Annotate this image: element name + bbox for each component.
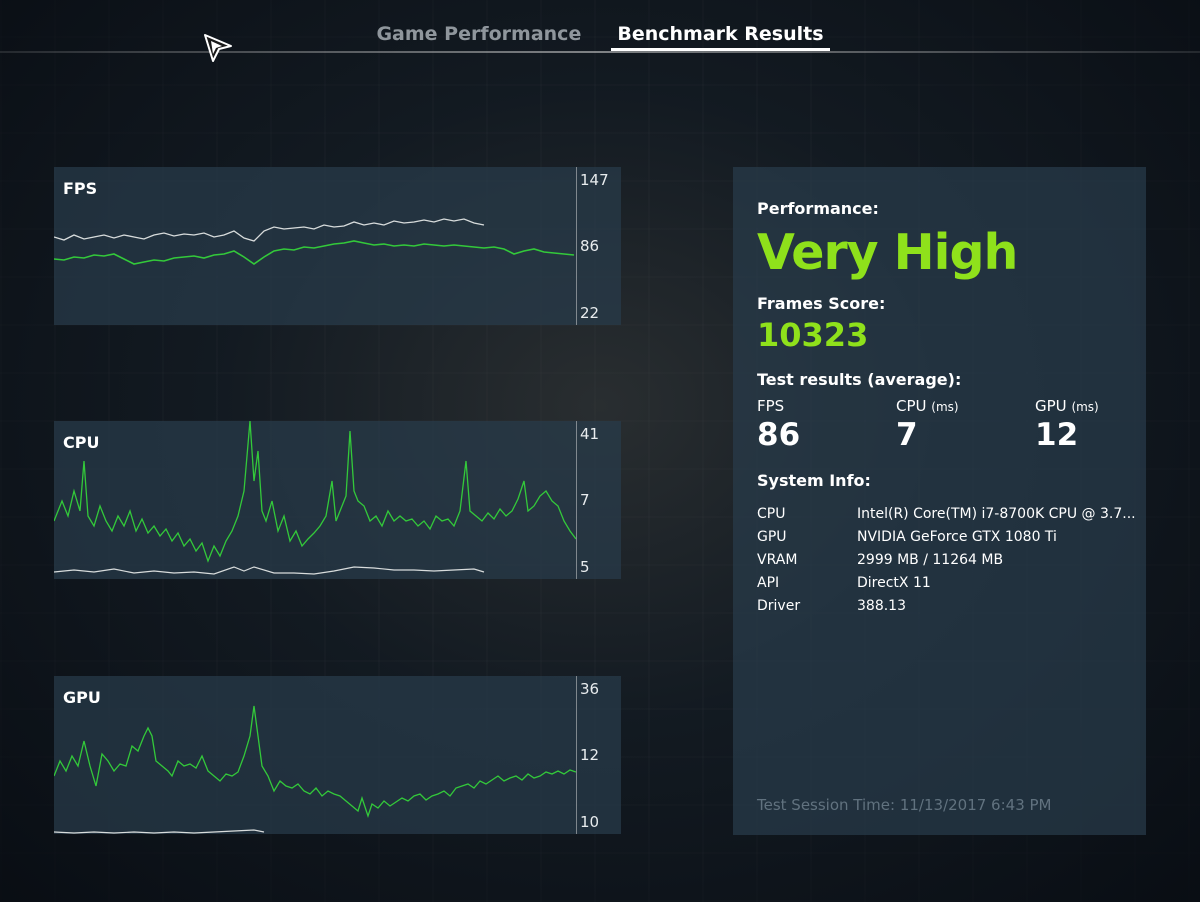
fps-tick-max: 147 (580, 171, 609, 189)
cpu-result-label: CPU (896, 397, 927, 415)
system-info-row-gpu: GPU NVIDIA GeForce GTX 1080 Ti (757, 526, 1136, 549)
gpu-result-unit: (ms) (1071, 400, 1099, 414)
fps-series-white (54, 218, 485, 242)
system-info-row-cpu: CPU Intel(R) Core(TM) i7-8700K CPU @ 3.7.… (757, 503, 1136, 526)
fps-result-label: FPS (757, 397, 785, 415)
system-info-row-driver: Driver 388.13 (757, 595, 1136, 618)
system-info-row-api: API DirectX 11 (757, 572, 1136, 595)
gpu-chart (54, 705, 576, 834)
system-info-value: Intel(R) Core(TM) i7-8700K CPU @ 3.7... (857, 506, 1136, 522)
arrow-cursor-icon (204, 34, 232, 62)
session-time: Test Session Time: 11/13/2017 6:43 PM (757, 796, 1052, 814)
gpu-plot (54, 676, 576, 834)
tab-game-performance[interactable]: Game Performance (376, 23, 582, 45)
frames-score-label: Frames Score: (757, 294, 886, 313)
tab-benchmark-results[interactable]: Benchmark Results (611, 22, 830, 51)
cpu-tick-max: 41 (580, 425, 600, 443)
fps-plot (54, 167, 576, 325)
gpu-result-value: 12 (1035, 417, 1079, 453)
gpu-tick-mid: 12 (580, 746, 600, 764)
gpu-result: GPU (ms) 12 (1035, 397, 1099, 453)
test-results-label: Test results (average): (757, 370, 962, 389)
cpu-result-unit: (ms) (931, 400, 959, 414)
cpu-chart-title: CPU (63, 433, 100, 452)
gpu-chart-panel: GPU 36 12 10 (54, 676, 621, 834)
fps-tick-min: 22 (580, 304, 600, 322)
system-info-key: VRAM (757, 552, 798, 568)
system-info-value: DirectX 11 (857, 575, 931, 591)
gpu-series-green (54, 705, 576, 819)
gpu-tick-min: 10 (580, 813, 600, 831)
system-info-key: Driver (757, 598, 801, 614)
cpu-result: CPU (ms) 7 (896, 397, 959, 453)
system-info-value: NVIDIA GeForce GTX 1080 Ti (857, 529, 1057, 545)
performance-label: Performance: (757, 199, 879, 218)
fps-chart (54, 218, 575, 265)
cpu-axis-line (576, 421, 577, 579)
fps-result: FPS 86 (757, 397, 800, 453)
performance-value: Very High (757, 224, 1018, 281)
gpu-series-white (54, 829, 265, 834)
system-info-key: CPU (757, 506, 786, 522)
cpu-plot (54, 421, 576, 579)
cpu-chart-panel: CPU 41 7 5 (54, 421, 621, 579)
system-info-label: System Info: (757, 471, 871, 490)
cpu-tick-mid: 7 (580, 491, 590, 509)
system-info-list: CPU Intel(R) Core(TM) i7-8700K CPU @ 3.7.… (757, 503, 1136, 618)
system-info-value: 388.13 (857, 598, 906, 614)
fps-series-green (54, 240, 575, 265)
gpu-chart-title: GPU (63, 688, 101, 707)
fps-chart-panel: FPS 147 86 22 (54, 167, 621, 325)
cpu-result-value: 7 (896, 417, 918, 453)
fps-chart-title: FPS (63, 179, 98, 198)
system-info-key: GPU (757, 529, 787, 545)
cpu-series-white (54, 566, 485, 575)
frames-score-value: 10323 (757, 316, 869, 354)
cpu-chart (54, 421, 576, 575)
system-info-row-vram: VRAM 2999 MB / 11264 MB (757, 549, 1136, 572)
system-info-value: 2999 MB / 11264 MB (857, 552, 1004, 568)
cpu-tick-min: 5 (580, 558, 590, 576)
fps-axis-line (576, 167, 577, 325)
gpu-tick-max: 36 (580, 680, 600, 698)
system-info-key: API (757, 575, 780, 591)
gpu-result-label: GPU (1035, 397, 1067, 415)
fps-result-value: 86 (757, 417, 801, 453)
gpu-axis-line (576, 676, 577, 834)
results-panel: Performance: Very High Frames Score: 103… (733, 167, 1146, 835)
tab-bar: Game Performance Benchmark Results (0, 22, 1200, 52)
cpu-series-green (54, 421, 576, 563)
tab-divider (0, 51, 1200, 53)
fps-tick-mid: 86 (580, 237, 600, 255)
